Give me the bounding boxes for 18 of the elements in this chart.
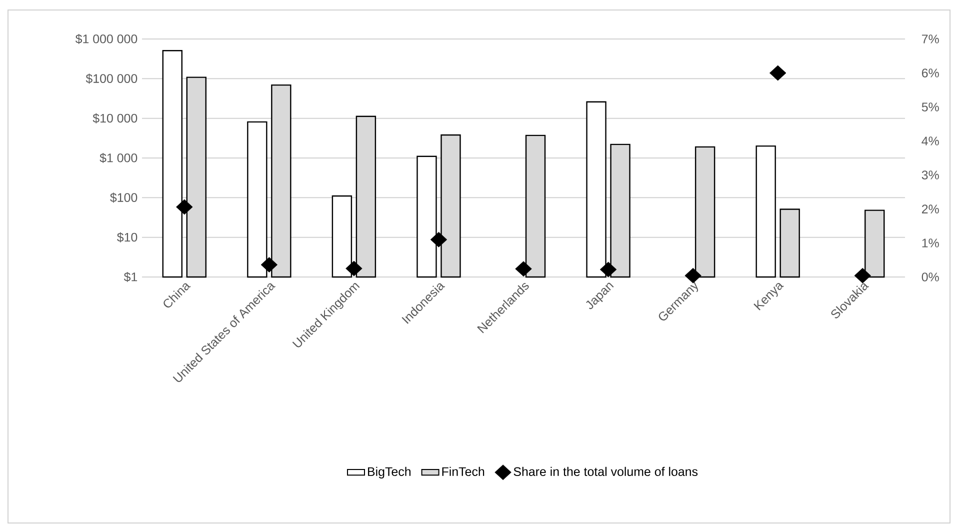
legend-label: BigTech <box>368 466 410 478</box>
y2-tick-label: 6% <box>922 68 939 78</box>
y2-tick-label: 7% <box>922 34 939 44</box>
y-tick-label: $1 000 000 <box>75 34 138 44</box>
y-tick-label: $1 000 <box>100 152 138 164</box>
y2-tick-label: 2% <box>922 204 939 214</box>
y2-tick-label: 4% <box>922 136 939 146</box>
y-tick-label: $100 <box>110 192 138 203</box>
y2-tick-label: 1% <box>922 238 939 248</box>
y-tick-label: $100 000 <box>86 74 138 84</box>
y2-tick-label: 5% <box>922 102 939 112</box>
y-tick-label: $10 <box>117 232 138 242</box>
y-tick-label: $10 000 <box>92 113 138 124</box>
legend-label: FinTech <box>442 466 484 476</box>
y2-tick-label: 3% <box>922 170 939 180</box>
y2-tick-label: 0% <box>922 272 939 282</box>
y-tick-label: $1 <box>124 272 138 282</box>
legend-label: Share in the total volume of loans <box>514 466 698 476</box>
